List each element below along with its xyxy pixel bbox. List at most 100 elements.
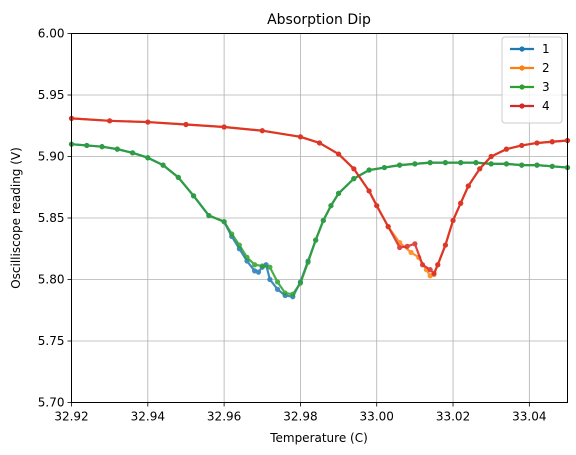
data-point [335,190,342,196]
data-point [397,162,403,168]
data-point [84,142,90,149]
data-point [503,146,510,152]
series-3 [68,141,571,297]
y-tick-label: 5.95 [38,88,65,102]
data-point [366,188,372,194]
legend-label: 4 [542,99,550,113]
data-point [274,286,281,292]
data-point [412,161,418,167]
data-point [221,219,227,225]
y-tick-label: 5.75 [38,334,65,348]
data-point [183,121,189,128]
data-point [328,203,334,209]
data-point [145,155,151,161]
legend-label: 3 [542,80,550,94]
x-tick-label: 33.00 [360,410,394,424]
legend-swatch-marker [519,65,525,71]
data-point [320,217,326,224]
legend: 1 2 3 4 [501,36,563,124]
data-point [267,276,273,283]
data-point [408,249,414,256]
data-point [458,160,464,166]
data-point [351,176,357,182]
y-tick-label: 5.90 [38,150,65,164]
data-point [519,162,525,168]
data-point [534,162,540,168]
y-tick-label: 5.85 [38,211,65,225]
data-point [107,118,113,124]
y-tick-label: 5.70 [38,396,65,410]
data-point [549,139,555,145]
x-tick-label: 32.94 [131,410,165,424]
y-axis-label: Oscilliscope reading (V) [9,147,23,289]
x-axis-label: Temperature (C) [269,431,368,445]
legend-label: 1 [542,42,550,56]
data-point [99,144,105,150]
data-point [335,151,342,157]
data-point [175,174,181,181]
data-point [385,224,391,230]
data-point [519,142,525,149]
data-point [488,153,494,160]
data-point [114,146,120,152]
data-point [290,291,296,297]
chart-title: Absorption Dip [267,12,371,28]
x-tick-label: 32.96 [207,410,241,424]
legend-label: 2 [542,61,550,75]
data-point [435,262,441,268]
data-point [374,203,380,209]
data-point [366,167,372,173]
data-point [229,231,235,237]
series-4 [68,115,571,276]
data-point [503,161,510,167]
x-tick-label: 32.92 [54,410,88,424]
y-tick-label: 6.00 [38,27,65,41]
data-point [351,166,357,172]
data-point [206,212,212,219]
data-point [473,160,479,166]
data-point [297,134,304,140]
data-point [397,244,403,251]
data-point [427,267,433,273]
data-point [267,264,273,270]
data-point [305,259,311,265]
data-point [160,162,166,168]
data-point [442,242,449,248]
data-point [221,124,227,130]
x-ticks: 32.92 32.94 32.96 32.98 33.00 33.02 33.04 [54,402,547,424]
data-point [297,280,304,286]
data-point [404,243,410,249]
x-tick-label: 33.02 [436,410,470,424]
data-point [442,160,449,166]
data-point [534,140,540,146]
y-tick-label: 5.80 [38,273,65,287]
data-point [244,254,250,260]
data-point [274,279,281,285]
data-point [431,270,437,276]
data-point [477,166,483,172]
y-ticks: 5.70 5.75 5.80 5.85 5.90 5.95 6.00 [38,27,72,410]
data-point [412,241,418,247]
data-point [282,290,288,296]
data-point [419,262,426,268]
data-point [255,269,262,275]
data-point [190,193,197,199]
data-point [465,183,471,189]
data-point [129,150,136,156]
data-point [488,161,494,167]
legend-swatch-marker [519,103,525,109]
x-tick-label: 32.98 [283,410,317,424]
data-point [427,160,433,166]
data-point [259,128,265,134]
data-point [145,119,151,125]
data-point [450,217,456,224]
data-point [236,242,242,248]
x-tick-label: 33.04 [512,410,546,424]
data-point [549,163,555,169]
data-point [458,200,464,206]
data-point [259,263,265,269]
data-point [381,164,387,171]
legend-swatch-marker [519,84,525,90]
